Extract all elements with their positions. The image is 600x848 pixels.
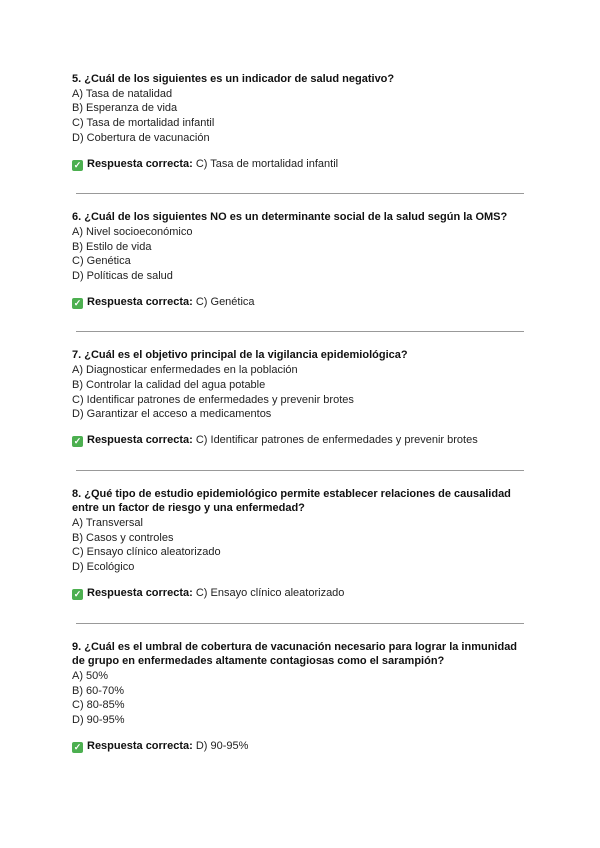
check-mark-icon: ✓ [72,159,83,171]
answer-option: B) Controlar la calidad del agua potable [72,378,266,391]
answer-label: Respuesta correcta: [87,433,193,446]
answer-option: A) Tasa de natalidad [72,87,173,100]
check-mark-icon: ✓ [72,588,83,600]
answer-option: B) Estilo de vida [72,240,152,253]
answer-option: A) Transversal [72,517,143,530]
answer-label: Respuesta correcta: [87,157,193,170]
question-text: 5. ¿Cuál de los siguientes es un indicad… [72,73,395,85]
correct-answer: ✓ Respuesta correcta: C) Ensayo clínico a… [72,586,524,601]
answer-label: Respuesta correcta: [87,295,193,308]
answer-value: D) 90-95% [195,739,249,752]
divider [76,331,524,333]
answer-option: B) Esperanza de vida [72,102,178,115]
check-mark-icon: ✓ [72,435,83,447]
answer-option: C) Tasa de mortalidad infantil [72,117,215,130]
answer-value: C) Tasa de mortalidad infantil [195,157,339,170]
answer-option: C) Ensayo clínico aleatorizado [72,546,221,559]
answer-option: A) 50% [72,669,109,682]
document-page: 5. ¿Cuál de los siguientes es un indicad… [72,72,524,754]
answer-label: Respuesta correcta: [87,739,193,752]
answer-option: D) Cobertura de vacunación [72,131,210,144]
correct-answer: ✓ Respuesta correcta: D) 90-95% [72,739,524,754]
answer-value: C) Ensayo clínico aleatorizado [195,586,345,599]
question-text: 6. ¿Cuál de los siguientes NO es un dete… [72,211,508,224]
answer-option: C) 80-85% [72,699,125,712]
answer-value: C) Identificar patrones de enfermedades … [195,433,478,446]
correct-answer: ✓ Respuesta correcta: C) Genética [72,295,524,310]
answer-option: D) Ecológico [72,561,135,574]
answer-option: C) Genética [72,255,131,268]
answer-option: B) Casos y controles [72,531,174,544]
question-block: 6. ¿Cuál de los siguientes NO es un dete… [72,210,524,333]
answer-option: D) Garantizar el acceso a medicamentos [72,408,272,421]
answer-option: A) Nivel socioeconómico [72,225,193,238]
question-block: 8. ¿Qué tipo de estudio epidemiológico p… [72,487,524,624]
divider [76,193,524,195]
check-mark-icon: ✓ [72,297,83,309]
answer-option: A) Diagnosticar enfermedades en la pobla… [72,364,298,377]
answer-option: C) Identificar patrones de enfermedades … [72,393,354,406]
correct-answer: ✓ Respuesta correcta: C) Identificar patr… [72,433,524,448]
answer-value: C) Genética [195,295,255,308]
answer-label: Respuesta correcta: [87,586,193,599]
check-mark-icon: ✓ [72,741,83,753]
question-block: 9. ¿Cuál es el umbral de cobertura de va… [72,640,524,754]
question-text: 7. ¿Cuál es el objetivo principal de la … [72,349,408,362]
answer-option: D) Políticas de salud [72,270,173,283]
divider [76,469,524,471]
question-block: 5. ¿Cuál de los siguientes es un indicad… [72,72,524,195]
answer-option: B) 60-70% [72,684,124,697]
question-text: 8. ¿Qué tipo de estudio epidemiológico p… [72,487,511,515]
question-text: 9. ¿Cuál es el umbral de cobertura de va… [72,640,518,668]
correct-answer: ✓ Respuesta correcta: C) Tasa de mortalid… [72,157,524,172]
divider [76,622,524,624]
question-block: 7. ¿Cuál es el objetivo principal de la … [72,348,524,471]
answer-option: D) 90-95% [72,714,125,727]
